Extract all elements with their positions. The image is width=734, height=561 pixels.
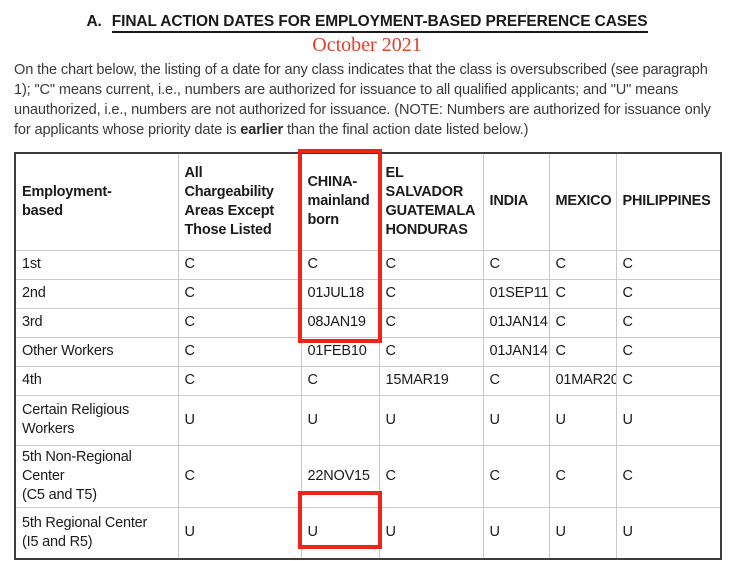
cell-value: U [548,506,617,560]
cell-value: 08JAN19 [300,307,380,338]
cell-value: C [300,365,380,396]
intro-bold-word: earlier [240,122,284,138]
row-label: Certain Religious Workers [14,394,179,446]
col-header-all-chargeability: All Chargeability Areas Except Those Lis… [177,152,302,251]
table-row-other-workers: Other Workers C 01FEB10 C 01JAN14 C C [14,336,722,367]
cell-value: C [548,278,617,309]
row-label: 4th [14,365,179,396]
intro-text-after: than the final action date listed below.… [283,122,529,138]
cell-value: U [177,394,302,446]
cell-value: C [482,365,550,396]
cell-value: U [300,506,380,560]
col-header-india: INDIA [482,152,550,251]
cell-value: C [177,278,302,309]
cell-value: U [482,506,550,560]
cell-value: C [548,307,617,338]
cell-value: C [378,278,484,309]
cell-value: C [615,365,722,396]
cell-value: 01JAN14 [482,336,550,367]
table-row-4th: 4th C C 15MAR19 C 01MAR20 C [14,365,722,396]
cell-value: C [482,249,550,280]
cell-value: 01FEB10 [300,336,380,367]
cell-value: 22NOV15 [300,444,380,508]
cell-value: C [300,249,380,280]
row-label: 5th Regional Center (I5 and R5) [14,506,179,560]
cell-value: C [548,444,617,508]
final-action-dates-table: Employment- based All Chargeability Area… [14,152,722,560]
cell-value: C [615,278,722,309]
cell-value: C [378,249,484,280]
cell-value: C [177,336,302,367]
table-row-5th-non-regional-center: 5th Non-Regional Center (C5 and T5) C 22… [14,444,722,508]
cell-value: 15MAR19 [378,365,484,396]
row-label: 3rd [14,307,179,338]
cell-value: U [615,506,722,560]
row-label: Other Workers [14,336,179,367]
table-row-3rd: 3rd C 08JAN19 C 01JAN14 C C [14,307,722,338]
month-subtitle: October 2021 [312,34,422,56]
final-action-table-wrap: Employment- based All Chargeability Area… [14,149,724,560]
intro-text-before: On the chart below, the listing of a dat… [14,62,711,138]
cell-value: 01MAR20 [548,365,617,396]
col-header-china-mainland: CHINA- mainland born [300,152,380,251]
title-prefix: A. [86,13,102,30]
cell-value: C [177,365,302,396]
cell-value: C [378,336,484,367]
cell-value: C [378,444,484,508]
cell-value: 01JAN14 [482,307,550,338]
cell-value: C [615,444,722,508]
cell-value: C [548,249,617,280]
col-header-el-salvador-guatemala-honduras: EL SALVADOR GUATEMALA HONDURAS [378,152,484,251]
cell-value: U [615,394,722,446]
cell-value: C [615,336,722,367]
cell-value: C [615,307,722,338]
cell-value: C [177,307,302,338]
col-header-philippines: PHILIPPINES [615,152,722,251]
cell-value: U [378,506,484,560]
cell-value: C [482,444,550,508]
cell-value: C [615,249,722,280]
intro-paragraph: On the chart below, the listing of a dat… [14,60,722,140]
row-label: 1st [14,249,179,280]
header-row: Employment- based All Chargeability Area… [14,152,722,251]
cell-value: U [378,394,484,446]
cell-value: C [177,444,302,508]
title-main: FINAL ACTION DATES FOR EMPLOYMENT-BASED … [111,13,648,33]
table-row-5th-regional-center: 5th Regional Center (I5 and R5) U U U U … [14,506,722,560]
row-label: 5th Non-Regional Center (C5 and T5) [14,444,179,508]
cell-value: C [177,249,302,280]
col-header-mexico: MEXICO [548,152,617,251]
cell-value: U [482,394,550,446]
cell-value: C [548,336,617,367]
cell-value: U [177,506,302,560]
cell-value: C [378,307,484,338]
cell-value: U [300,394,380,446]
table-row-certain-religious-workers: Certain Religious Workers U U U U U U [14,394,722,446]
row-label: 2nd [14,278,179,309]
col-header-employment-based: Employment- based [14,152,179,251]
table-row-1st: 1st C C C C C C [14,249,722,280]
table-row-2nd: 2nd C 01JUL18 C 01SEP11 C C [14,278,722,309]
page-title: A. FINAL ACTION DATES FOR EMPLOYMENT-BASE… [0,13,734,33]
cell-value: U [548,394,617,446]
cell-value: 01SEP11 [482,278,550,309]
cell-value: 01JUL18 [300,278,380,309]
